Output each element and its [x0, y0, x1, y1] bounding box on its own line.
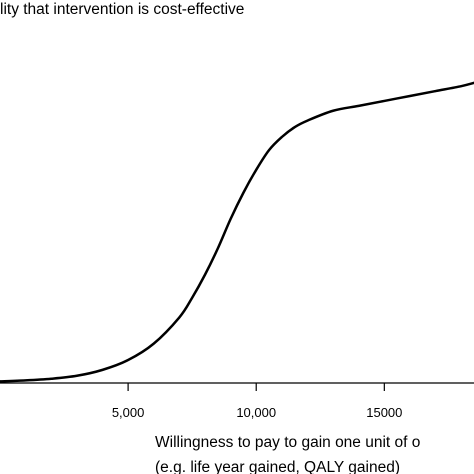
y-axis-label: lity that intervention is cost-effective	[0, 1, 244, 18]
acceptability-curve	[0, 81, 474, 383]
x-tick-label: 10,000	[236, 405, 276, 420]
x-tick-label: 5,000	[112, 405, 145, 420]
x-axis-ticks: 5,000 10,000 15000	[112, 383, 402, 420]
plot-area: 5,000 10,000 15000	[0, 81, 474, 420]
x-axis-label-line-2: (e.g. life year gained, QALY gained)	[155, 459, 400, 474]
x-tick-label: 15000	[366, 405, 402, 420]
x-axis-label-line-1: Willingness to pay to gain one unit of o	[155, 434, 420, 451]
